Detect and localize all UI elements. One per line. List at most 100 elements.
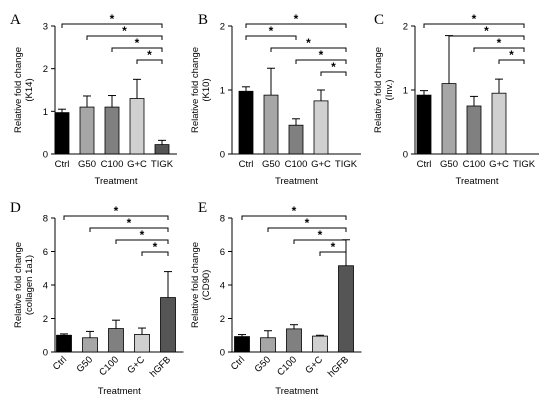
x-tick-label-e: G+C — [303, 354, 325, 376]
significance-bracket-d — [141, 251, 169, 256]
x-tick-label-d: hGFB — [148, 354, 173, 379]
significance-star-d: * — [114, 204, 119, 218]
panel-letter-c: C — [374, 12, 384, 28]
bar-c-gc — [491, 92, 507, 155]
significance-star-d: * — [127, 216, 132, 230]
x-tick-label-d: G50 — [75, 354, 95, 374]
significance-star-c: * — [497, 36, 502, 50]
x-axis-title-b: Treatment — [275, 176, 318, 187]
bar-a-tigk — [154, 144, 170, 155]
significance-star-b: * — [319, 48, 324, 62]
significance-bracket-e — [293, 239, 347, 244]
y-tick-label-a: 1 — [43, 107, 48, 118]
y-tick-label-a: 0 — [43, 150, 48, 161]
significance-bracket-d — [89, 227, 169, 232]
y-axis-subtitle-e: (CD90) — [201, 270, 212, 301]
y-tick-label-c: 0 — [403, 150, 408, 161]
x-tick-label-a: C100 — [101, 159, 124, 170]
y-tick-label-d: 8 — [43, 214, 48, 225]
significance-bracket-b — [245, 23, 347, 28]
x-tick-label-a: TIGK — [151, 159, 174, 170]
significance-bracket-c — [498, 59, 525, 64]
significance-star-c: * — [484, 24, 489, 38]
bar-e-ctrl — [234, 336, 250, 353]
x-tick-label-d: C100 — [97, 354, 121, 378]
panel-letter-b: B — [198, 12, 208, 28]
y-tick-label-e: 4 — [220, 281, 225, 292]
x-tick-label-c: Ctrl — [417, 159, 432, 170]
panel-d: D 0 2 4 6 8 Ctrl G50 C100 G+C hGFB Treatment Relati… — [10, 200, 184, 397]
significance-bracket-c — [448, 35, 525, 40]
y-tick-label-a: 3 — [43, 22, 48, 33]
significance-bracket-d — [63, 215, 169, 220]
x-tick-label-c: TIGK — [513, 159, 536, 170]
panel-a: A 0 1 2 3 Ctrl G50 C100 G+C TIGK Treatment Relativ… — [10, 12, 177, 187]
y-axis-title-b: Relative fold change — [190, 47, 201, 133]
significance-bracket-e — [319, 251, 347, 256]
significance-star-a: * — [122, 24, 127, 38]
x-axis-title-a: Treatment — [95, 176, 138, 187]
x-tick-label-e: C100 — [275, 354, 299, 378]
significance-star-e: * — [331, 240, 336, 254]
significance-bracket-a — [136, 59, 163, 64]
x-tick-label-b: G+C — [311, 159, 331, 170]
x-tick-label-c: G50 — [440, 159, 458, 170]
significance-star-e: * — [292, 204, 297, 218]
x-tick-label-b: TIGK — [335, 159, 358, 170]
y-tick-label-e: 8 — [220, 214, 225, 225]
significance-bracket-e — [241, 215, 347, 220]
significance-star-b: * — [306, 36, 311, 50]
bar-a-g50 — [79, 106, 95, 155]
y-tick-label-d: 6 — [43, 247, 48, 258]
x-axis-title-c: Treatment — [456, 176, 499, 187]
bar-a-c100 — [104, 106, 120, 155]
bar-d-hgfb — [160, 297, 176, 353]
x-tick-label-a: G50 — [78, 159, 96, 170]
significance-star-c: * — [509, 48, 514, 62]
bar-b-ctrl — [238, 90, 254, 155]
y-tick-label-c: 2 — [403, 22, 408, 33]
significance-bracket-a — [111, 47, 163, 52]
x-tick-label-e: Ctrl — [229, 354, 247, 372]
x-tick-label-e: G50 — [253, 354, 273, 374]
x-tick-label-c: G+C — [489, 159, 509, 170]
bar-c-g50 — [441, 83, 457, 155]
significance-star-e: * — [305, 216, 310, 230]
y-tick-label-e: 2 — [220, 314, 225, 325]
y-axis-title-a: Relative fold change — [13, 47, 24, 133]
bar-e-g50 — [260, 337, 276, 353]
y-tick-label-b: 2 — [220, 22, 225, 33]
significance-bracket-a — [61, 23, 163, 28]
y-axis-subtitle-d: (collagen 1a1) — [24, 255, 35, 315]
bar-c-ctrl — [416, 94, 432, 155]
panel-letter-a: A — [10, 12, 21, 28]
bar-b-c100 — [288, 124, 304, 155]
significance-star-d: * — [140, 228, 145, 242]
y-axis-title-d: Relative fold change — [13, 242, 24, 328]
y-tick-label-d: 4 — [43, 281, 48, 292]
significance-bracket-e — [267, 227, 347, 232]
y-axis-title-e: Relative fold change — [190, 242, 201, 328]
x-tick-label-b: G50 — [262, 159, 280, 170]
x-tick-label-c: C100 — [463, 159, 486, 170]
x-tick-label-a: Ctrl — [55, 159, 70, 170]
y-tick-label-c: 1 — [403, 86, 408, 97]
bar-b-g50 — [263, 94, 279, 155]
bar-d-gc — [134, 334, 150, 353]
y-tick-label-d: 0 — [43, 348, 48, 359]
bar-d-g50 — [82, 337, 98, 353]
bar-e-c100 — [286, 328, 302, 353]
bar-d-c100 — [108, 328, 124, 353]
x-tick-label-d: Ctrl — [51, 354, 69, 372]
significance-star-a: * — [147, 48, 152, 62]
panel-b: B 0 1 2 Ctrl G50 C100 G+C TIGK Treatment Relative… — [190, 12, 361, 187]
bar-e-gc — [312, 335, 328, 353]
significance-bracket-a — [86, 35, 163, 40]
bar-a-gc — [129, 98, 145, 155]
y-tick-label-a: 2 — [43, 64, 48, 75]
significance-bracket-b — [245, 35, 297, 40]
significance-star-b: * — [269, 24, 274, 38]
y-axis-subtitle-c: (Inv.) — [384, 80, 395, 101]
panel-e: E 0 2 4 6 8 Ctrl G50 C100 G+C hGFB Treatment Relati… — [190, 200, 362, 397]
